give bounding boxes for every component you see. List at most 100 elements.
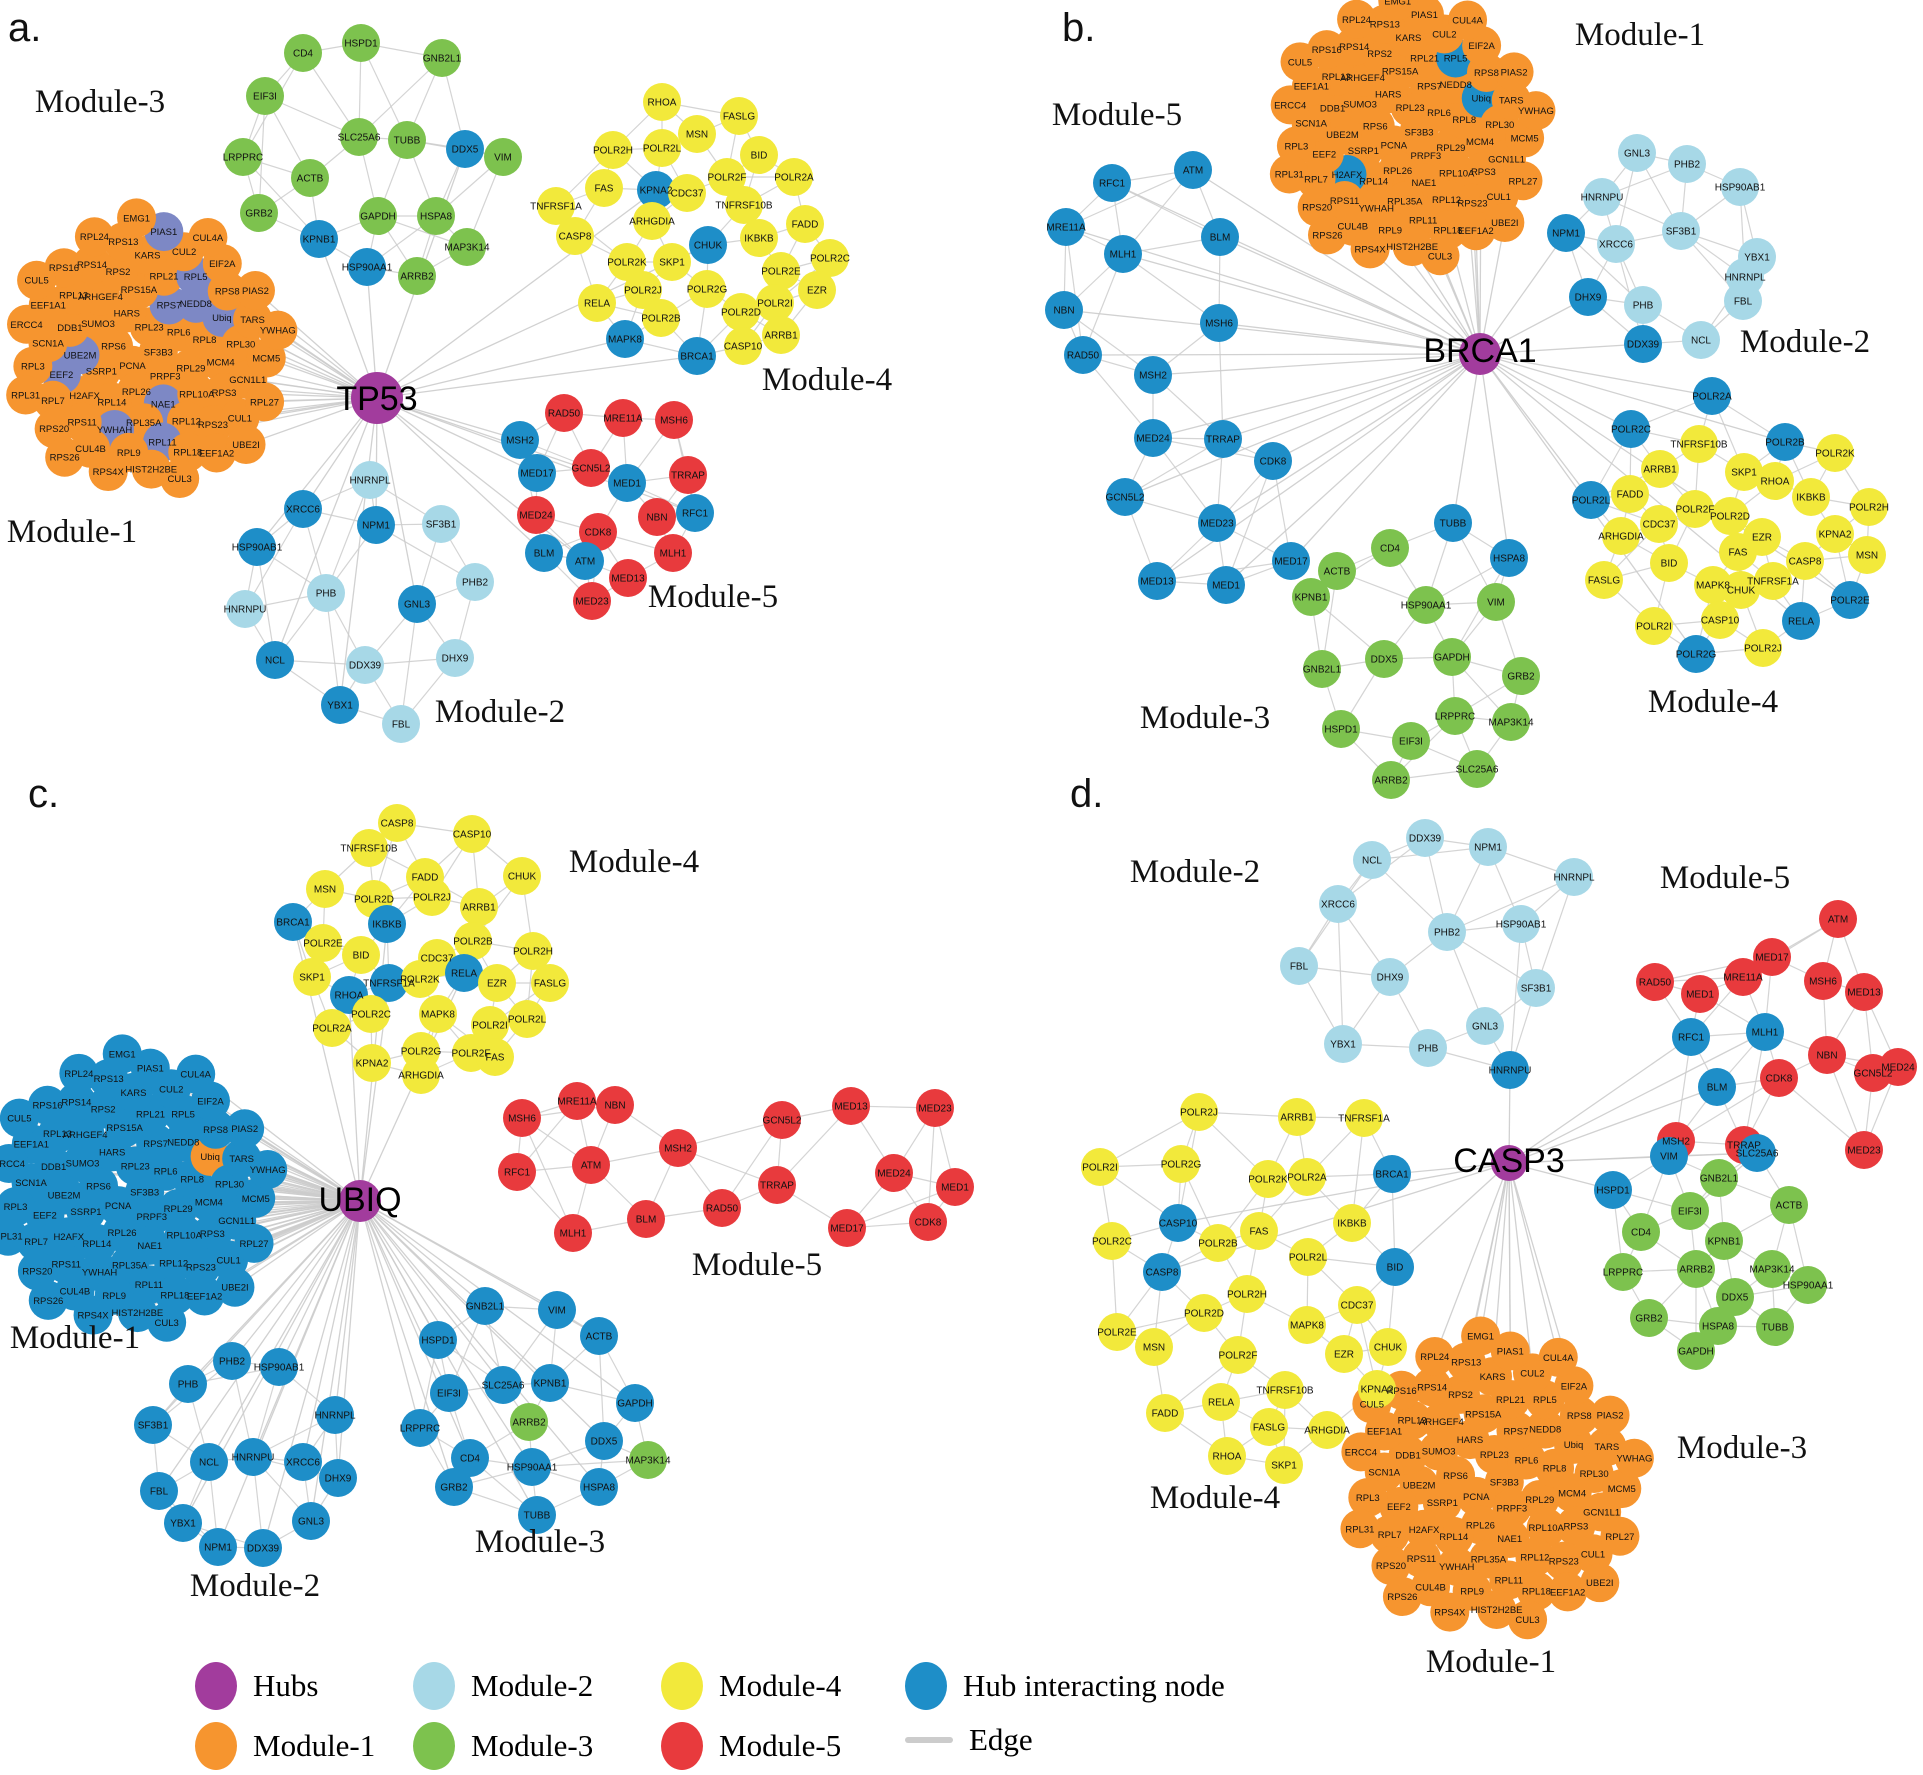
node-PIAS2[interactable] — [235, 271, 275, 311]
node-HSPD1[interactable] — [1594, 1171, 1632, 1209]
node-POLR2C[interactable] — [1093, 1222, 1131, 1260]
node-HSPA8[interactable] — [580, 1468, 618, 1506]
node-UBE2I[interactable] — [226, 425, 266, 465]
node-GNB2L1[interactable] — [1303, 650, 1341, 688]
node-RPL31[interactable] — [1340, 1509, 1380, 1549]
node-TNFRSF1A[interactable] — [1754, 562, 1792, 600]
node-NCL[interactable] — [1353, 841, 1391, 879]
node-POLR2K[interactable] — [1249, 1160, 1287, 1198]
node-MAPK8[interactable] — [606, 320, 644, 358]
node-BID[interactable] — [740, 136, 778, 174]
node-BLM[interactable] — [1698, 1068, 1736, 1106]
node-CUL3[interactable] — [1508, 1600, 1548, 1640]
node-CUL5[interactable] — [17, 260, 57, 300]
node-MED24[interactable] — [875, 1154, 913, 1192]
node-EMG1[interactable] — [102, 1034, 142, 1074]
node-ARRB1[interactable] — [762, 316, 800, 354]
node-MRE11A[interactable] — [558, 1082, 596, 1120]
node-GRB2[interactable] — [435, 1468, 473, 1506]
node-MED17[interactable] — [1272, 542, 1310, 580]
node-VIM[interactable] — [484, 138, 522, 176]
node-CASP10[interactable] — [1701, 601, 1739, 639]
node-RPS4X[interactable] — [1350, 229, 1390, 269]
node-RPL27[interactable] — [1503, 161, 1543, 201]
node-VIM[interactable] — [1477, 583, 1515, 621]
node-POLR2L[interactable] — [508, 1000, 546, 1038]
node-ARRB2[interactable] — [398, 257, 436, 295]
node-PHB2[interactable] — [1668, 145, 1706, 183]
node-MAP3K14[interactable] — [1492, 703, 1530, 741]
node-RPS8[interactable] — [1559, 1396, 1599, 1436]
node-HSP90AA1[interactable] — [513, 1448, 551, 1486]
node-TNFRSF10B[interactable] — [1266, 1371, 1304, 1409]
node-TNFRSF10B[interactable] — [725, 186, 763, 224]
node-CASP8[interactable] — [1786, 542, 1824, 580]
node-HSP90AB1[interactable] — [238, 528, 276, 566]
node-POLR2L[interactable] — [643, 129, 681, 167]
node-FASLG[interactable] — [1250, 1408, 1288, 1446]
node-DDX5[interactable] — [585, 1422, 623, 1460]
node-GNL3[interactable] — [292, 1502, 330, 1540]
node-CUL3[interactable] — [160, 459, 200, 499]
node-ERCC4[interactable] — [1270, 85, 1310, 125]
node-ARRB1[interactable] — [1278, 1098, 1316, 1136]
node-HNRNPL[interactable] — [351, 461, 389, 499]
node-HNRNPU[interactable] — [1583, 178, 1621, 216]
node-TUBB[interactable] — [388, 121, 426, 159]
node-TNFRSF10B[interactable] — [1680, 425, 1718, 463]
node-TNFRSF10B[interactable] — [350, 829, 388, 867]
node-MRE11A[interactable] — [604, 399, 642, 437]
node-MAPK8[interactable] — [1694, 566, 1732, 604]
node-NPM1[interactable] — [1547, 214, 1585, 252]
node-NBN[interactable] — [1808, 1036, 1846, 1074]
node-POLR2K[interactable] — [401, 960, 439, 998]
node-MED24[interactable] — [517, 496, 555, 534]
node-POLR2I[interactable] — [1081, 1148, 1119, 1186]
node-PHB[interactable] — [169, 1365, 207, 1403]
node-ERCC4[interactable] — [7, 304, 47, 344]
node-GNB2L1[interactable] — [1700, 1159, 1738, 1197]
node-LRPPRC[interactable] — [1604, 1253, 1642, 1291]
node-RPS26[interactable] — [45, 437, 85, 477]
node-ERCC4[interactable] — [1341, 1432, 1381, 1472]
node-NPM1[interactable] — [357, 506, 395, 544]
node-ATM[interactable] — [572, 1146, 610, 1184]
node-VIM[interactable] — [538, 1291, 576, 1329]
node-MSN[interactable] — [678, 115, 716, 153]
node-TRRAP[interactable] — [758, 1166, 796, 1204]
node-MSN[interactable] — [306, 870, 344, 908]
node-H2AFX[interactable] — [1404, 1509, 1444, 1549]
node-CHUK[interactable] — [1722, 571, 1760, 609]
node-MED23[interactable] — [1198, 504, 1236, 542]
node-RPS4X[interactable] — [88, 452, 128, 492]
node-DHX9[interactable] — [436, 639, 474, 677]
node-GCN5L2[interactable] — [572, 449, 610, 487]
node-POLR2F[interactable] — [708, 158, 746, 196]
node-RPL3[interactable] — [0, 1187, 35, 1227]
node-POLR2L[interactable] — [1289, 1238, 1327, 1276]
node-HSPA8[interactable] — [1699, 1307, 1737, 1345]
node-GRB2[interactable] — [240, 194, 278, 232]
node-RPL10A[interactable] — [1526, 1508, 1566, 1548]
node-PHB[interactable] — [1409, 1029, 1447, 1067]
node-MED23[interactable] — [916, 1089, 954, 1127]
node-MLH1[interactable] — [1104, 235, 1142, 273]
node-FASLG[interactable] — [720, 97, 758, 135]
node-RAD50[interactable] — [545, 394, 583, 432]
node-POLR2E[interactable] — [1831, 581, 1869, 619]
node-RPS4X[interactable] — [1430, 1592, 1470, 1632]
node-POLR2K[interactable] — [1816, 434, 1854, 472]
node-MSH6[interactable] — [503, 1099, 541, 1137]
node-MLH1[interactable] — [1746, 1013, 1784, 1051]
node-POLR2B[interactable] — [1766, 423, 1804, 461]
node-NPM1[interactable] — [1469, 828, 1507, 866]
node-DDX5[interactable] — [446, 130, 484, 168]
node-EEF1A2[interactable] — [1548, 1572, 1588, 1612]
node-BLM[interactable] — [1201, 218, 1239, 256]
node-GAPDH[interactable] — [616, 1384, 654, 1422]
node-LRPPRC[interactable] — [224, 138, 262, 176]
node-EEF1A2[interactable] — [185, 1276, 225, 1316]
hub-UBIQ[interactable] — [339, 1180, 381, 1222]
node-POLR2A[interactable] — [1693, 377, 1731, 415]
node-MAP3K14[interactable] — [448, 228, 486, 266]
